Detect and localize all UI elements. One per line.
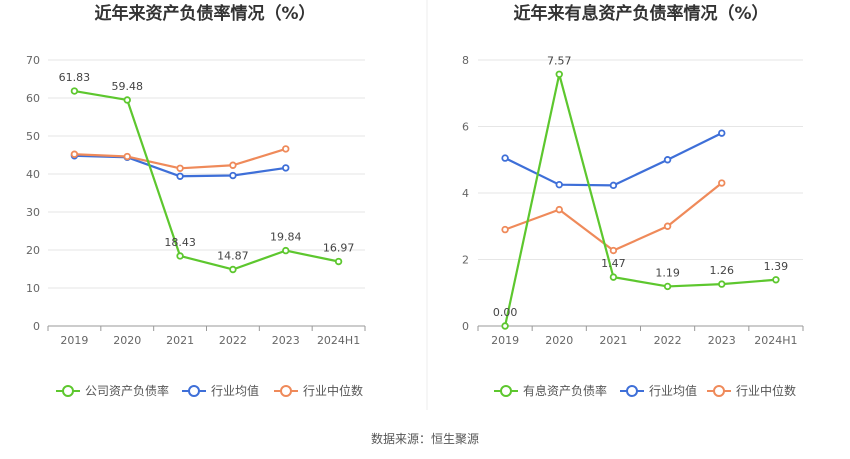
legend-marker xyxy=(188,385,200,397)
data-point xyxy=(123,96,131,104)
y-tick-label: 8 xyxy=(462,54,469,67)
data-point xyxy=(176,252,184,260)
data-point xyxy=(70,150,79,158)
data-point xyxy=(176,172,184,180)
data-point xyxy=(334,257,343,266)
y-tick-label: 20 xyxy=(26,244,40,257)
x-tick-label: 2023 xyxy=(272,334,300,347)
legend-item-2: 行业均值 xyxy=(182,383,259,398)
data-source-note: 数据来源：恒生聚源 xyxy=(370,432,479,446)
data-label: 18.43 xyxy=(164,236,196,249)
y-tick-label: 10 xyxy=(26,282,40,295)
data-label: 16.97 xyxy=(323,242,355,255)
y-tick-label: 70 xyxy=(26,54,40,67)
data-label: 1.26 xyxy=(710,264,735,277)
legend-label: 行业中位数 xyxy=(303,383,363,398)
data-point xyxy=(718,179,726,187)
y-tick-label: 2 xyxy=(462,254,469,267)
data-point xyxy=(282,246,290,255)
y-tick-label: 60 xyxy=(26,92,40,105)
x-tick-label: 2023 xyxy=(708,334,736,347)
data-point xyxy=(663,222,672,230)
data-point xyxy=(555,205,563,214)
data-point xyxy=(282,145,290,153)
data-point xyxy=(772,276,780,284)
series-line-1 xyxy=(74,89,339,271)
y-tick-label: 6 xyxy=(462,121,469,134)
data-label: 59.48 xyxy=(112,80,144,93)
chart-title: 近年来有息资产负债率情况（%） xyxy=(513,3,768,24)
legend-marker xyxy=(713,385,725,397)
legend-marker xyxy=(62,385,74,397)
data-point xyxy=(70,87,79,95)
data-point xyxy=(663,156,672,164)
data-point xyxy=(555,70,563,78)
data-label: 7.57 xyxy=(547,54,572,67)
data-point xyxy=(718,129,726,137)
legend-item-1: 公司资产负债率 xyxy=(56,383,169,398)
y-tick-label: 30 xyxy=(26,206,40,219)
y-tick-label: 0 xyxy=(33,320,40,333)
data-point xyxy=(663,282,672,291)
legend-label: 行业中位数 xyxy=(736,383,796,398)
x-tick-label: 2022 xyxy=(219,334,247,347)
x-tick-label: 2020 xyxy=(113,334,141,347)
data-point xyxy=(555,180,563,189)
x-tick-label: 2022 xyxy=(654,334,682,347)
y-tick-label: 0 xyxy=(462,320,469,333)
legend-item-1: 有息资产负债率 xyxy=(494,383,607,398)
legend-marker xyxy=(280,385,292,397)
legend-label: 有息资产负债率 xyxy=(523,383,607,398)
data-point xyxy=(609,273,618,281)
chart-panel-1: 近年来资产负债率情况（%） 0 10 20 30 40 50 60 70 2019 2020 2021… xyxy=(26,3,366,398)
data-label: 19.84 xyxy=(270,231,302,244)
x-tick-label: 2019 xyxy=(60,334,88,347)
data-point xyxy=(609,246,618,255)
data-label: 1.19 xyxy=(655,266,680,279)
legend-label: 行业均值 xyxy=(211,383,259,398)
data-point xyxy=(501,322,509,330)
data-point xyxy=(176,164,184,172)
data-label: 61.83 xyxy=(59,71,91,84)
data-point xyxy=(609,181,618,190)
y-tick-label: 4 xyxy=(462,187,469,200)
data-label: 14.87 xyxy=(217,249,249,262)
x-tick-label: 2020 xyxy=(545,334,573,347)
data-point xyxy=(229,171,237,180)
x-tick-label: 2021 xyxy=(599,334,627,347)
legend-item-3: 行业中位数 xyxy=(707,383,796,398)
legend-item-2: 行业均值 xyxy=(620,383,697,398)
data-label: 0.00 xyxy=(493,306,518,319)
legend-label: 行业均值 xyxy=(649,383,697,398)
data-label: 1.39 xyxy=(764,260,789,273)
chart-panel-2: 近年来有息资产负债率情况（%） 0 2 4 6 8 2019 2020 2021 2022 2023… xyxy=(462,3,804,398)
legend-item-3: 行业中位数 xyxy=(274,383,363,398)
data-label: 1.47 xyxy=(601,257,626,270)
data-point xyxy=(501,154,509,162)
data-point xyxy=(282,164,290,172)
x-tick-label: 2024H1 xyxy=(754,334,797,347)
legend-marker xyxy=(500,385,512,397)
series-line-1 xyxy=(504,73,777,327)
data-point xyxy=(229,265,237,274)
data-point xyxy=(123,152,131,161)
data-point xyxy=(229,161,237,169)
x-tick-label: 2021 xyxy=(166,334,194,347)
y-tick-label: 40 xyxy=(26,168,40,181)
data-point xyxy=(718,280,726,288)
legend-marker xyxy=(626,385,638,397)
x-tick-label: 2019 xyxy=(491,334,519,347)
x-tick-label: 2024H1 xyxy=(317,334,360,347)
y-tick-label: 50 xyxy=(26,130,40,143)
legend-label: 公司资产负债率 xyxy=(85,383,169,398)
data-point xyxy=(501,225,509,234)
chart-title: 近年来资产负债率情况（%） xyxy=(94,3,315,24)
